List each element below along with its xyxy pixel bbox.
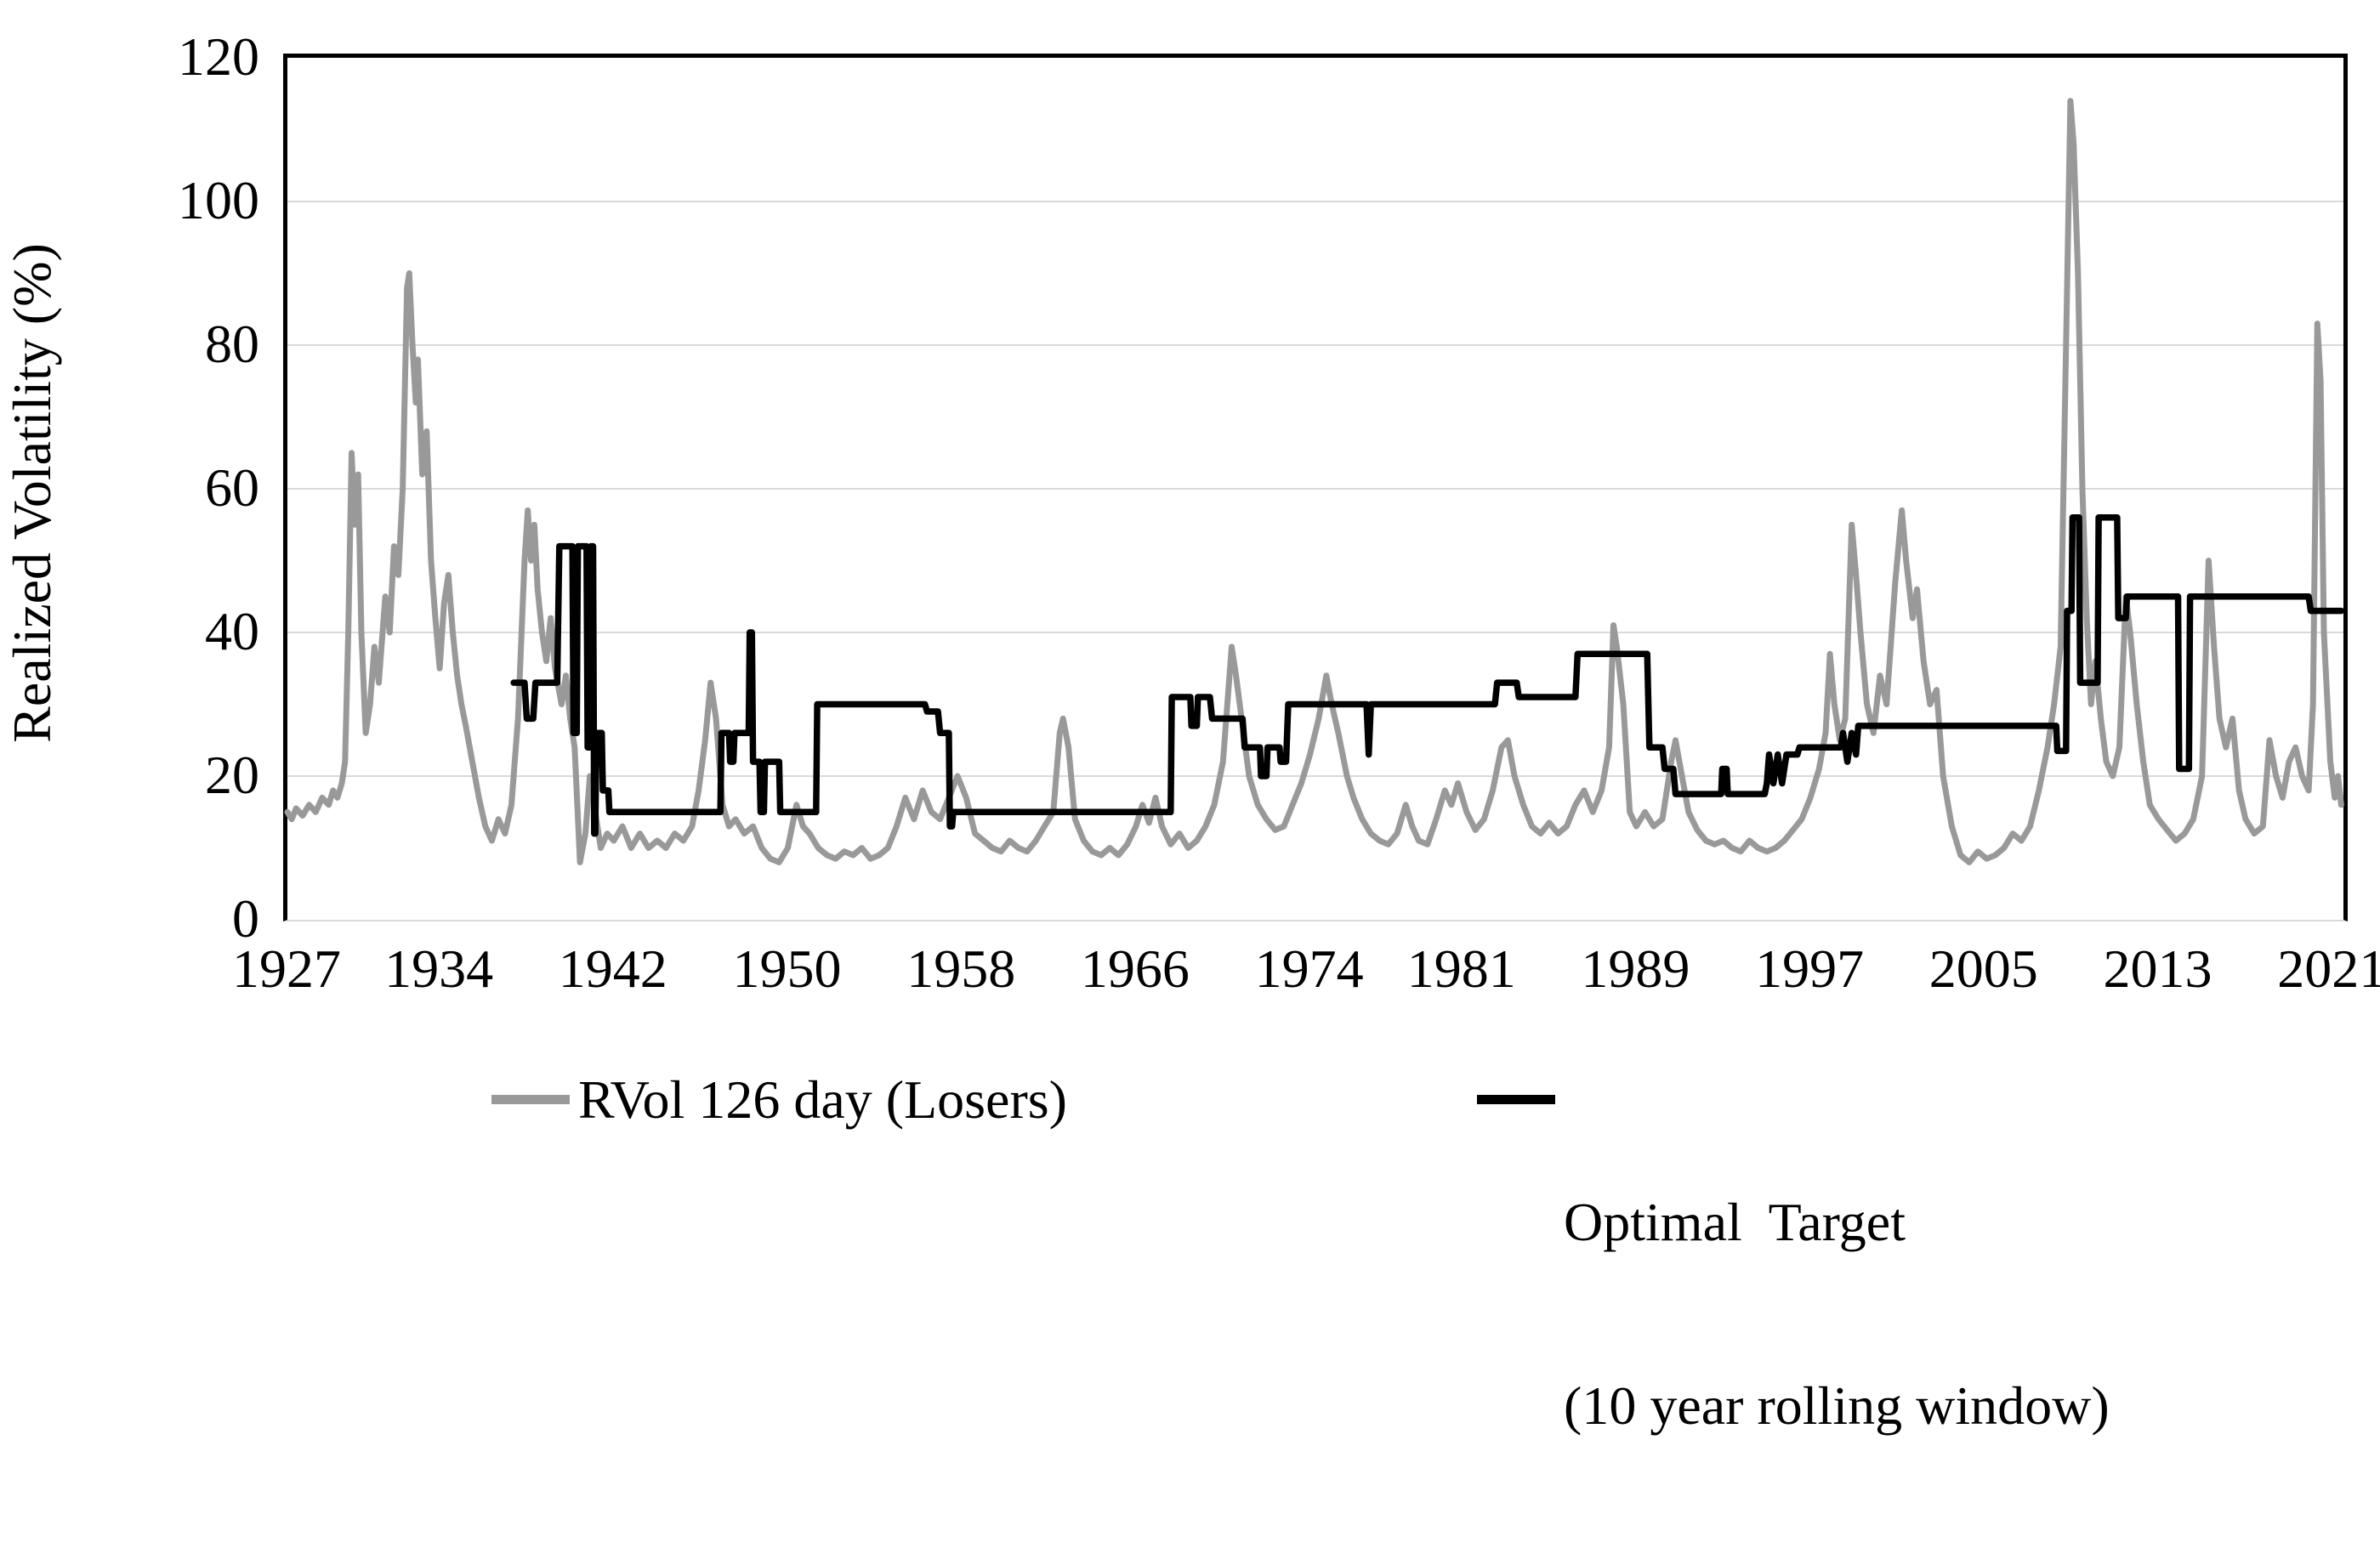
series-plot [284,98,2345,865]
series-line-1 [510,514,2345,837]
target-line-swatch [1477,1095,1555,1104]
x-tick-label-1927: 1927 [232,938,341,999]
gridline-20 [287,775,2343,777]
gridline-40 [287,632,2343,633]
x-tick-label-1989: 1989 [1581,938,1690,999]
legend-item-rvol: RVol 126 day (Losers) [491,1069,1067,1131]
series-line-0 [284,98,2344,865]
y-tick-label-0: 0 [232,888,259,949]
volatility-chart: Realized Volatility (%) 0 20 40 60 80 100 120 … [0,26,2380,1437]
gridline-80 [287,344,2343,346]
legend-label-target-line2: (10 year rolling window) [1564,1375,2110,1436]
legend: RVol 126 day (Losers) Optimal Target (10… [0,1069,2380,1436]
gridline-100 [287,201,2343,202]
legend-item-target: Optimal Target (10 year rolling window) [1477,1069,2110,1559]
y-tick-label-60: 60 [205,457,259,518]
y-tick-label-120: 120 [178,26,259,87]
y-tick-label-40: 40 [205,601,259,661]
x-tick-label-1981: 1981 [1406,938,1516,999]
x-tick-label-2013: 2013 [2103,938,2212,999]
y-tick-label-20: 20 [205,745,259,805]
legend-label-target-line1: Optimal Target [1564,1192,1906,1252]
legend-label-target: Optimal Target (10 year rolling window) [1564,1069,2110,1559]
x-tick-label-1958: 1958 [906,938,1016,999]
y-tick-label-80: 80 [205,314,259,374]
x-tick-label-1974: 1974 [1254,938,1364,999]
rvol-line-swatch [491,1095,570,1104]
x-tick-label-1950: 1950 [732,938,842,999]
legend-label-rvol: RVol 126 day (Losers) [578,1069,1067,1130]
plot-area [283,54,2348,921]
x-tick-label-1966: 1966 [1080,938,1190,999]
x-tick-label-2021: 2021 [2277,938,2380,999]
gridline-60 [287,488,2343,490]
x-tick-label-2005: 2005 [1928,938,2038,999]
x-tick-label-1934: 1934 [384,938,494,999]
y-tick-label-100: 100 [178,170,259,230]
y-axis-title: Realized Volatility (%) [2,243,62,743]
x-tick-label-1997: 1997 [1755,938,1865,999]
x-tick-label-1942: 1942 [558,938,667,999]
